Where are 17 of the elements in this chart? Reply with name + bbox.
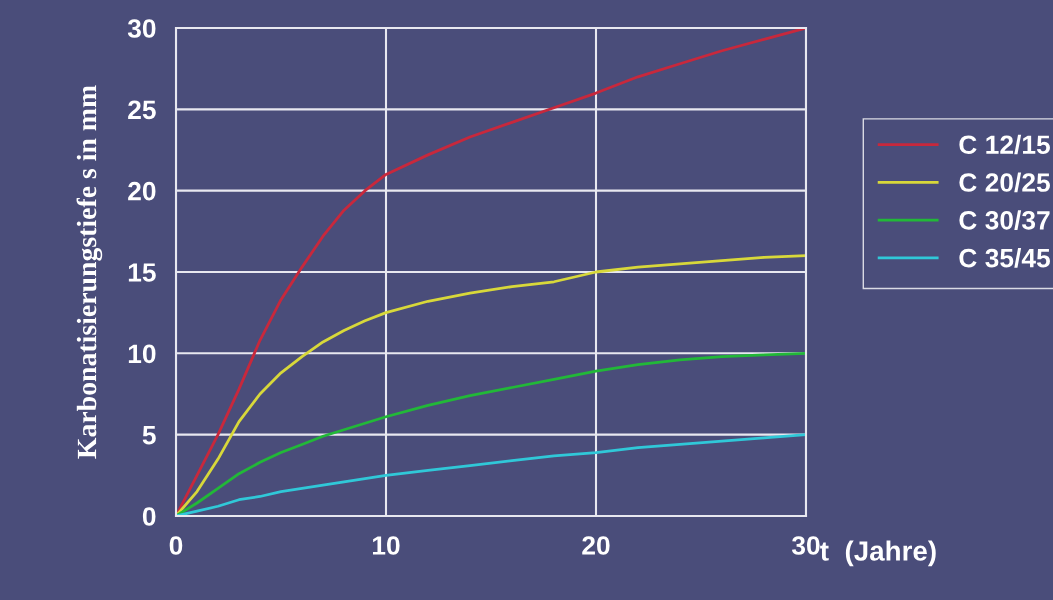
y-tick-label: 30 <box>127 19 156 38</box>
legend-label: C 12/15 <box>959 134 1050 155</box>
x-axis-title: t (Jahre) <box>820 540 936 567</box>
x-tick-label: 30 <box>791 536 820 555</box>
x-tick-label: 20 <box>582 536 610 555</box>
legend-label: C 20/25 <box>959 172 1050 193</box>
y-tick-label: 25 <box>128 100 156 120</box>
y-tick-label: 10 <box>128 344 156 364</box>
y-tick-label: 15 <box>128 263 156 282</box>
x-tick-label: 10 <box>372 536 400 555</box>
y-tick-label: 0 <box>142 507 156 526</box>
y-tick-label: 20 <box>128 181 156 201</box>
y-axis-title: Karbonatisierungstiefe s in mm <box>76 85 103 459</box>
legend-label: C 30/37 <box>959 210 1050 230</box>
legend-label: C 35/45 <box>959 248 1050 268</box>
y-tick-label: 5 <box>142 426 156 445</box>
x-tick-label: 0 <box>169 536 183 555</box>
